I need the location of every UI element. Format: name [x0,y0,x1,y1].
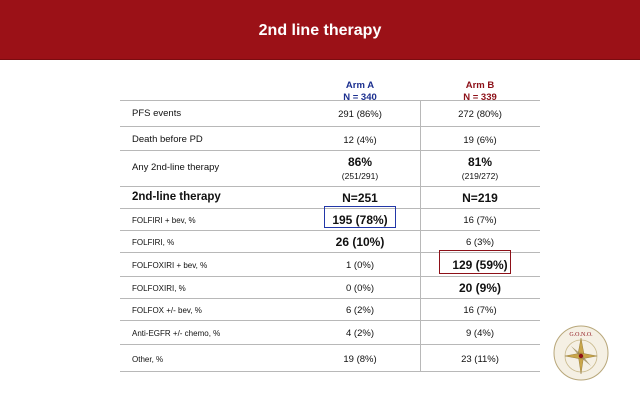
arm-a-n-value: N=251 [342,191,378,205]
row-label: FOLFOX +/- bev, % [132,306,202,315]
arm-b-fraction: (219/272) [461,171,499,181]
row-label: Other, % [132,355,164,364]
table-row: FOLFOX +/- bev, % 6 (2%) 16 (7%) [120,298,540,320]
arm-a-n: N = 340 [343,92,377,103]
gono-logo-text: G.O.N.O. [569,332,593,338]
arm-a-header: Arm A N = 340 [300,80,420,104]
row-label: Death before PD [132,134,203,145]
arm-b-value: 20 (9%) [458,281,502,295]
arm-b-n-value: N=219 [462,191,498,205]
arm-a-value: 26 (10%) [335,235,385,249]
row-label: PFS events [132,108,182,119]
highlight-box-arm-a [324,206,396,228]
arm-b-n: N = 339 [463,92,497,103]
arm-a-value: 12 (4%) [343,135,377,146]
arm-b-value: 19 (6%) [463,135,497,146]
table-row: FOLFIRI, % 26 (10%) 6 (3%) [120,230,540,252]
arm-a-value: 291 (86%) [338,109,382,120]
arm-b-value: 16 (7%) [463,215,497,226]
arm-b-value: 6 (3%) [466,237,494,248]
gono-logo: G.O.N.O. [553,325,609,381]
arm-a-value: 0 (0%) [346,283,374,294]
arm-b-value: 9 (4%) [466,328,494,339]
arm-b-value: 81% (219/272) [420,155,540,181]
table-row: Other, % 19 (8%) 23 (11%) [120,344,540,372]
table-row: PFS events 291 (86%) 272 (80%) [120,100,540,126]
arm-b-value: 23 (11%) [461,354,499,365]
arm-a-value: 4 (2%) [346,328,374,339]
arm-a-percent: 86% [347,155,373,169]
table-row: Anti-EGFR +/- chemo, % 4 (2%) 9 (4%) [120,320,540,344]
row-label: FOLFOXIRI, % [132,284,186,293]
row-label: FOLFIRI, % [132,238,175,247]
highlight-box-arm-b [439,250,511,274]
table-row: FOLFOXIRI + bev, % 1 (0%) 129 (59%) [120,252,540,276]
arm-a-value: 86% (251/291) [300,155,420,181]
column-divider [420,100,421,372]
table-row: FOLFOXIRI, % 0 (0%) 20 (9%) [120,276,540,298]
slide-title: 2nd line therapy [258,22,382,39]
table-row: FOLFIRI + bev, % 195 (78%) 16 (7%) [120,208,540,230]
arm-b-value: 16 (7%) [463,305,497,316]
arm-b-value: 272 (80%) [458,109,502,120]
title-bar: 2nd line therapy [0,0,640,60]
row-label: FOLFIRI + bev, % [132,216,196,225]
arm-a-fraction: (251/291) [341,171,379,181]
arm-b-label: Arm B [465,80,495,91]
table-row: Death before PD 12 (4%) 19 (6%) [120,126,540,150]
arm-b-header: Arm B N = 339 [420,80,540,104]
table-row: 2nd-line therapy N=251 N=219 [120,186,540,208]
arm-a-value: 1 (0%) [346,260,374,271]
arm-b-percent: 81% [467,155,493,169]
arm-a-value: 6 (2%) [346,305,374,316]
arm-a-value: 19 (8%) [343,354,377,365]
arm-b-value: 129 (59%) [452,258,508,272]
row-label: Anti-EGFR +/- chemo, % [132,329,221,338]
row-label: Any 2nd-line therapy [132,162,220,173]
table-row: Any 2nd-line therapy 86% (251/291) 81% (… [120,150,540,186]
row-label: FOLFOXIRI + bev, % [132,261,208,270]
arm-a-label: Arm A [345,80,375,91]
section-label: 2nd-line therapy [132,191,221,203]
arm-a-value: 195 (78%) [332,213,388,227]
